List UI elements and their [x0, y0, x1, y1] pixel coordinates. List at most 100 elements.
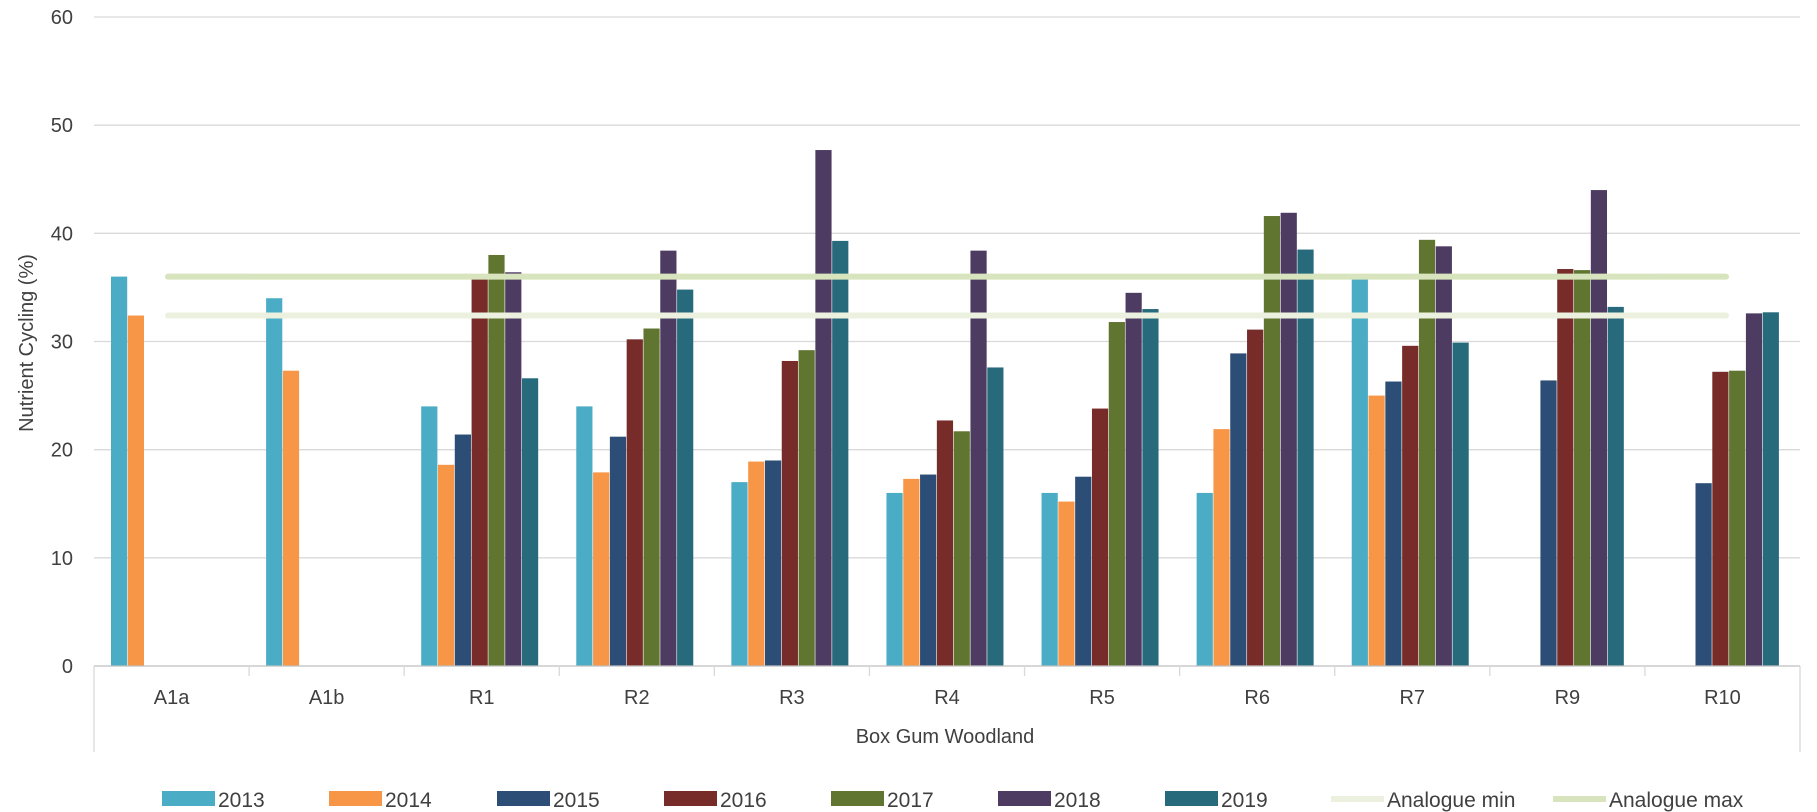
bar-2014-R7	[1368, 395, 1385, 666]
bar-2018-R3	[815, 150, 832, 667]
bar-2013-R6	[1196, 492, 1213, 666]
bar-2013-R7	[1351, 276, 1368, 666]
gridlines	[94, 16, 1800, 559]
x-tick-label: R1	[469, 687, 495, 709]
bar-2019-R7	[1452, 342, 1469, 666]
bar-2017-R9	[1574, 270, 1591, 666]
bar-2013-A1b	[266, 298, 283, 666]
bar-2016-R4	[936, 420, 954, 666]
legend-label: 2018	[1054, 789, 1101, 812]
legend-swatch-2019	[1165, 791, 1218, 806]
bar-2015-R1	[454, 434, 471, 666]
bar-2016-R2	[626, 339, 643, 666]
x-axis-group-label: Box Gum Woodland	[856, 726, 1035, 748]
legend-label: 2013	[218, 789, 265, 812]
bar-2015-R10	[1695, 483, 1712, 666]
bar-2017-R1	[488, 254, 505, 666]
legend-swatch-2013	[162, 791, 215, 806]
bar-2019-R1	[521, 378, 539, 666]
y-axis-title: Nutrient Cycling (%)	[16, 254, 38, 432]
bar-2018-R10	[1745, 313, 1763, 666]
y-tick-label: 40	[51, 223, 73, 245]
x-tick-label: R10	[1704, 687, 1741, 709]
bar-2016-R5	[1091, 408, 1109, 666]
bar-2017-R2	[643, 328, 660, 666]
x-tick-label: A1a	[154, 687, 190, 709]
bar-2019-R10	[1762, 312, 1779, 666]
bar-2015-R6	[1230, 353, 1247, 666]
legend-swatch-2015	[497, 791, 550, 806]
y-tick-label: 30	[51, 332, 73, 354]
x-tick-label: R3	[779, 687, 805, 709]
bar-2016-R9	[1557, 269, 1574, 666]
y-tick-label: 0	[62, 656, 73, 678]
bar-2019-R3	[832, 240, 849, 666]
bar-2015-R4	[920, 474, 937, 666]
bar-2014-A1a	[127, 315, 144, 666]
bar-2018-R6	[1280, 212, 1297, 666]
bar-2016-R10	[1712, 371, 1729, 666]
bar-2014-R1	[437, 464, 455, 666]
legend: 2013 2014 2015 2016 2017 2018 2019 Analogue min…	[162, 789, 1744, 812]
bar-2013-R5	[1041, 492, 1058, 666]
bar-2019-R2	[677, 289, 694, 666]
bar-2017-R6	[1263, 216, 1281, 666]
x-tick-label: A1b	[309, 687, 345, 709]
legend-swatch-2014	[329, 791, 382, 806]
bar-2014-R4	[903, 478, 920, 666]
bar-2013-R1	[421, 406, 438, 666]
bar-2014-R5	[1058, 501, 1075, 666]
bar-2018-R5	[1125, 292, 1142, 666]
x-tick-label: R7	[1399, 687, 1425, 709]
bar-2015-R3	[764, 460, 782, 666]
bar-2018-R4	[970, 250, 987, 666]
y-tick-label: 20	[51, 440, 73, 462]
legend-swatch-2016	[664, 791, 717, 806]
bar-2014-R2	[593, 472, 610, 666]
y-axis-ticks: 0 10 20 30 40 50 60	[51, 7, 73, 678]
bar-2015-R5	[1075, 476, 1092, 666]
bar-2014-R6	[1213, 429, 1230, 666]
x-tick-label: R5	[1089, 687, 1115, 709]
bar-2018-R7	[1435, 246, 1452, 666]
bar-2017-R4	[953, 431, 970, 666]
x-tick-label: R9	[1555, 687, 1581, 709]
bar-2016-R1	[471, 278, 488, 666]
bar-2017-R5	[1108, 322, 1125, 666]
bar-2013-A1a	[111, 276, 128, 666]
bar-2014-A1b	[282, 370, 300, 666]
bar-2017-R7	[1418, 239, 1436, 666]
bar-2019-R4	[987, 367, 1004, 666]
legend-label: 2019	[1221, 789, 1268, 812]
bar-2016-R3	[781, 360, 798, 666]
bars	[111, 150, 1779, 667]
y-tick-label: 60	[51, 7, 73, 29]
bar-2018-R2	[660, 250, 677, 666]
x-tick-label: R4	[934, 687, 960, 709]
reference-lines	[165, 273, 1729, 319]
x-tick-label: R2	[624, 687, 650, 709]
legend-label: 2017	[887, 789, 934, 812]
bar-2014-R3	[748, 461, 765, 666]
legend-label: 2015	[553, 789, 600, 812]
bar-2016-R6	[1247, 329, 1264, 666]
bar-2015-R7	[1385, 381, 1402, 666]
legend-label: Analogue min	[1387, 789, 1515, 812]
bar-2019-R9	[1607, 306, 1624, 666]
legend-label: 2016	[720, 789, 767, 812]
bar-2015-R2	[609, 436, 627, 666]
y-tick-label: 10	[51, 548, 73, 570]
bar-2018-R1	[505, 272, 522, 666]
x-axis: A1a A1b R1 R2 R3 R4 R5 R6 R7 R9 R10	[93, 665, 1801, 752]
bar-2016-R7	[1402, 345, 1419, 666]
bar-2017-R3	[798, 350, 815, 666]
bar-2013-R2	[576, 406, 593, 666]
bar-2013-R4	[886, 492, 903, 666]
legend-label: Analogue max	[1609, 789, 1744, 812]
legend-swatch-2017	[831, 791, 884, 806]
bar-2013-R3	[731, 482, 748, 666]
x-tick-label: R6	[1244, 687, 1270, 709]
bar-2018-R9	[1590, 190, 1608, 667]
bar-2019-R6	[1297, 249, 1314, 666]
